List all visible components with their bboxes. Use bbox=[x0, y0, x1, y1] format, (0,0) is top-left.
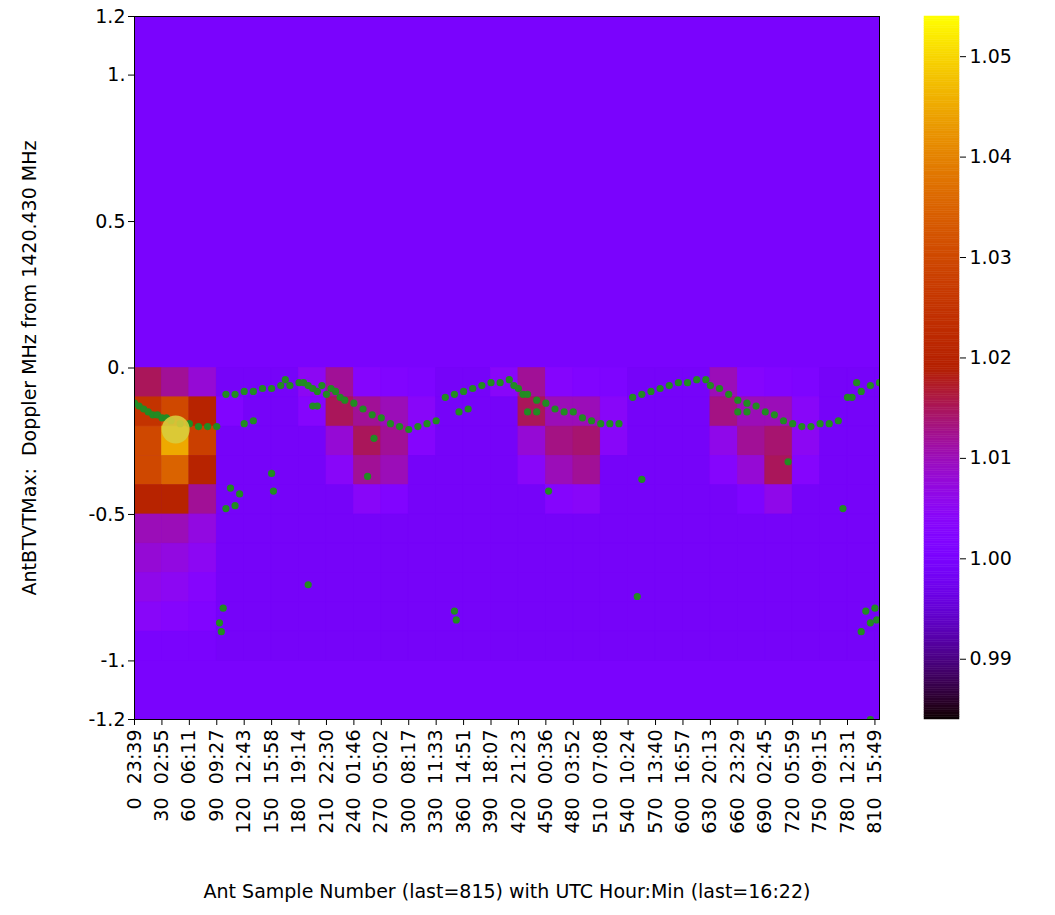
svg-text:-1.: -1. bbox=[101, 649, 126, 671]
svg-text:-1.2: -1.2 bbox=[88, 708, 125, 730]
svg-text:05:59: 05:59 bbox=[781, 730, 803, 785]
svg-text:14:51: 14:51 bbox=[452, 730, 474, 785]
svg-text:1.00: 1.00 bbox=[970, 547, 1012, 569]
svg-text:AntBTVTMax: Doppler MHz from: AntBTVTMax: Doppler MHz from 1420.430 MH… bbox=[18, 140, 40, 595]
svg-text:22:30: 22:30 bbox=[315, 730, 337, 785]
svg-text:90: 90 bbox=[205, 798, 227, 822]
svg-text:0: 0 bbox=[123, 798, 145, 810]
svg-text:1.04: 1.04 bbox=[970, 145, 1012, 167]
svg-text:12:43: 12:43 bbox=[232, 730, 254, 785]
svg-text:270: 270 bbox=[369, 798, 391, 834]
svg-text:0.99: 0.99 bbox=[970, 647, 1012, 669]
svg-text:0.5: 0.5 bbox=[95, 210, 125, 232]
svg-text:18:07: 18:07 bbox=[479, 730, 501, 785]
svg-text:300: 300 bbox=[397, 798, 419, 834]
svg-text:09:27: 09:27 bbox=[205, 730, 227, 785]
svg-text:08:17: 08:17 bbox=[397, 730, 419, 785]
svg-text:1.01: 1.01 bbox=[970, 446, 1012, 468]
svg-text:420: 420 bbox=[507, 798, 529, 834]
svg-text:20:13: 20:13 bbox=[698, 730, 720, 785]
svg-text:600: 600 bbox=[671, 798, 693, 834]
svg-text:13:40: 13:40 bbox=[644, 730, 666, 785]
svg-text:11:33: 11:33 bbox=[424, 730, 446, 785]
svg-text:780: 780 bbox=[836, 798, 858, 834]
svg-text:450: 450 bbox=[534, 798, 556, 834]
svg-text:240: 240 bbox=[342, 798, 364, 834]
svg-text:07:08: 07:08 bbox=[589, 730, 611, 785]
svg-text:00:36: 00:36 bbox=[534, 730, 556, 785]
svg-text:12:31: 12:31 bbox=[836, 730, 858, 785]
svg-text:570: 570 bbox=[644, 798, 666, 834]
svg-text:02:55: 02:55 bbox=[150, 730, 172, 785]
svg-text:180: 180 bbox=[287, 798, 309, 834]
svg-text:01:46: 01:46 bbox=[342, 730, 364, 785]
svg-text:330: 330 bbox=[424, 798, 446, 834]
svg-text:210: 210 bbox=[315, 798, 337, 834]
svg-text:750: 750 bbox=[808, 798, 830, 834]
svg-text:360: 360 bbox=[452, 798, 474, 834]
svg-text:120: 120 bbox=[232, 798, 254, 834]
svg-text:810: 810 bbox=[863, 798, 885, 834]
svg-text:510: 510 bbox=[589, 798, 611, 834]
svg-text:23:29: 23:29 bbox=[726, 730, 748, 785]
svg-text:720: 720 bbox=[781, 798, 803, 834]
svg-text:390: 390 bbox=[479, 798, 501, 834]
svg-text:0.: 0. bbox=[107, 356, 125, 378]
svg-text:15:49: 15:49 bbox=[863, 730, 885, 785]
svg-text:1.: 1. bbox=[107, 63, 125, 85]
svg-text:30: 30 bbox=[150, 798, 172, 822]
svg-text:02:45: 02:45 bbox=[753, 730, 775, 785]
svg-text:540: 540 bbox=[616, 798, 638, 834]
svg-text:1.02: 1.02 bbox=[970, 346, 1012, 368]
svg-text:480: 480 bbox=[561, 798, 583, 834]
svg-text:03:52: 03:52 bbox=[561, 730, 583, 785]
svg-text:21:23: 21:23 bbox=[507, 730, 529, 785]
svg-text:1.03: 1.03 bbox=[970, 246, 1012, 268]
svg-text:660: 660 bbox=[726, 798, 748, 834]
svg-text:690: 690 bbox=[753, 798, 775, 834]
svg-text:23:39: 23:39 bbox=[123, 730, 145, 785]
svg-text:-0.5: -0.5 bbox=[88, 503, 125, 525]
svg-text:16:57: 16:57 bbox=[671, 730, 693, 785]
svg-text:1.05: 1.05 bbox=[970, 45, 1012, 67]
svg-text:150: 150 bbox=[260, 798, 282, 834]
svg-text:630: 630 bbox=[698, 798, 720, 834]
svg-text:1.2: 1.2 bbox=[95, 5, 125, 27]
svg-text:60: 60 bbox=[177, 798, 199, 822]
svg-text:06:11: 06:11 bbox=[177, 730, 199, 785]
svg-text:Ant Sample Number (last=815) w: Ant Sample Number (last=815) with UTC Ho… bbox=[204, 880, 811, 902]
svg-text:10:24: 10:24 bbox=[616, 730, 638, 785]
svg-text:09:15: 09:15 bbox=[808, 730, 830, 785]
svg-text:15:58: 15:58 bbox=[260, 730, 282, 785]
svg-text:05:02: 05:02 bbox=[369, 730, 391, 785]
svg-text:19:14: 19:14 bbox=[287, 730, 309, 785]
